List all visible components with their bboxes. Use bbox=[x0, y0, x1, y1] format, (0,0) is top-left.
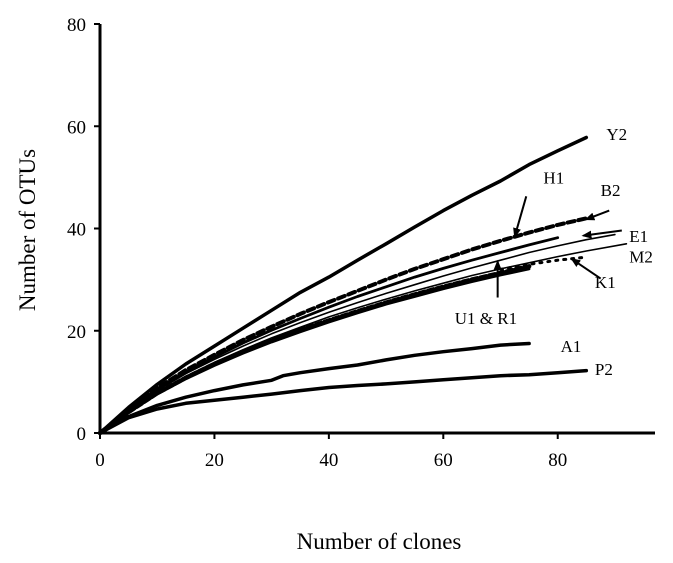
y-axis-title: Number of OTUs bbox=[15, 149, 40, 311]
arrow-e1 bbox=[581, 229, 622, 239]
series-lines bbox=[97, 135, 628, 436]
series-label-m2: M2 bbox=[629, 248, 653, 267]
y-tick-label: 40 bbox=[67, 220, 86, 241]
arrow-k1 bbox=[570, 258, 602, 280]
series-label-e1: E1 bbox=[629, 227, 648, 246]
series-line-a1 bbox=[98, 341, 531, 435]
series-label-u1: U1 & R1 bbox=[455, 309, 517, 328]
y-tick-label: 60 bbox=[67, 117, 86, 138]
series-line-r1 bbox=[98, 267, 531, 435]
x-tick-label: 40 bbox=[319, 450, 338, 471]
arrow-h1 bbox=[513, 196, 528, 239]
y-tick-label: 0 bbox=[77, 424, 87, 445]
series-label-h1: H1 bbox=[543, 168, 564, 187]
y-tick-label: 80 bbox=[67, 15, 86, 36]
series-label-b2: B2 bbox=[601, 181, 621, 200]
series-line-e1 bbox=[99, 233, 616, 434]
series-line-b2 bbox=[98, 216, 589, 435]
arrow-b2 bbox=[584, 209, 610, 221]
series-line-y2 bbox=[98, 135, 589, 435]
y-axis-ticks: 0 20 40 60 80 bbox=[67, 15, 100, 445]
series-label-a1: A1 bbox=[561, 337, 582, 356]
series-line-p2 bbox=[98, 368, 589, 435]
x-tick-label: 80 bbox=[548, 450, 567, 471]
y-tick-label: 20 bbox=[67, 322, 86, 343]
x-tick-label: 0 bbox=[95, 450, 105, 471]
x-axis-ticks: 0 20 40 60 80 bbox=[95, 433, 567, 471]
x-tick-label: 20 bbox=[205, 450, 224, 471]
x-axis-title: Number of clones bbox=[297, 529, 462, 554]
series-label-p2: P2 bbox=[595, 360, 613, 379]
x-tick-label: 60 bbox=[434, 450, 453, 471]
series-label-y2: Y2 bbox=[606, 125, 627, 144]
series-line-h1 bbox=[98, 236, 560, 435]
